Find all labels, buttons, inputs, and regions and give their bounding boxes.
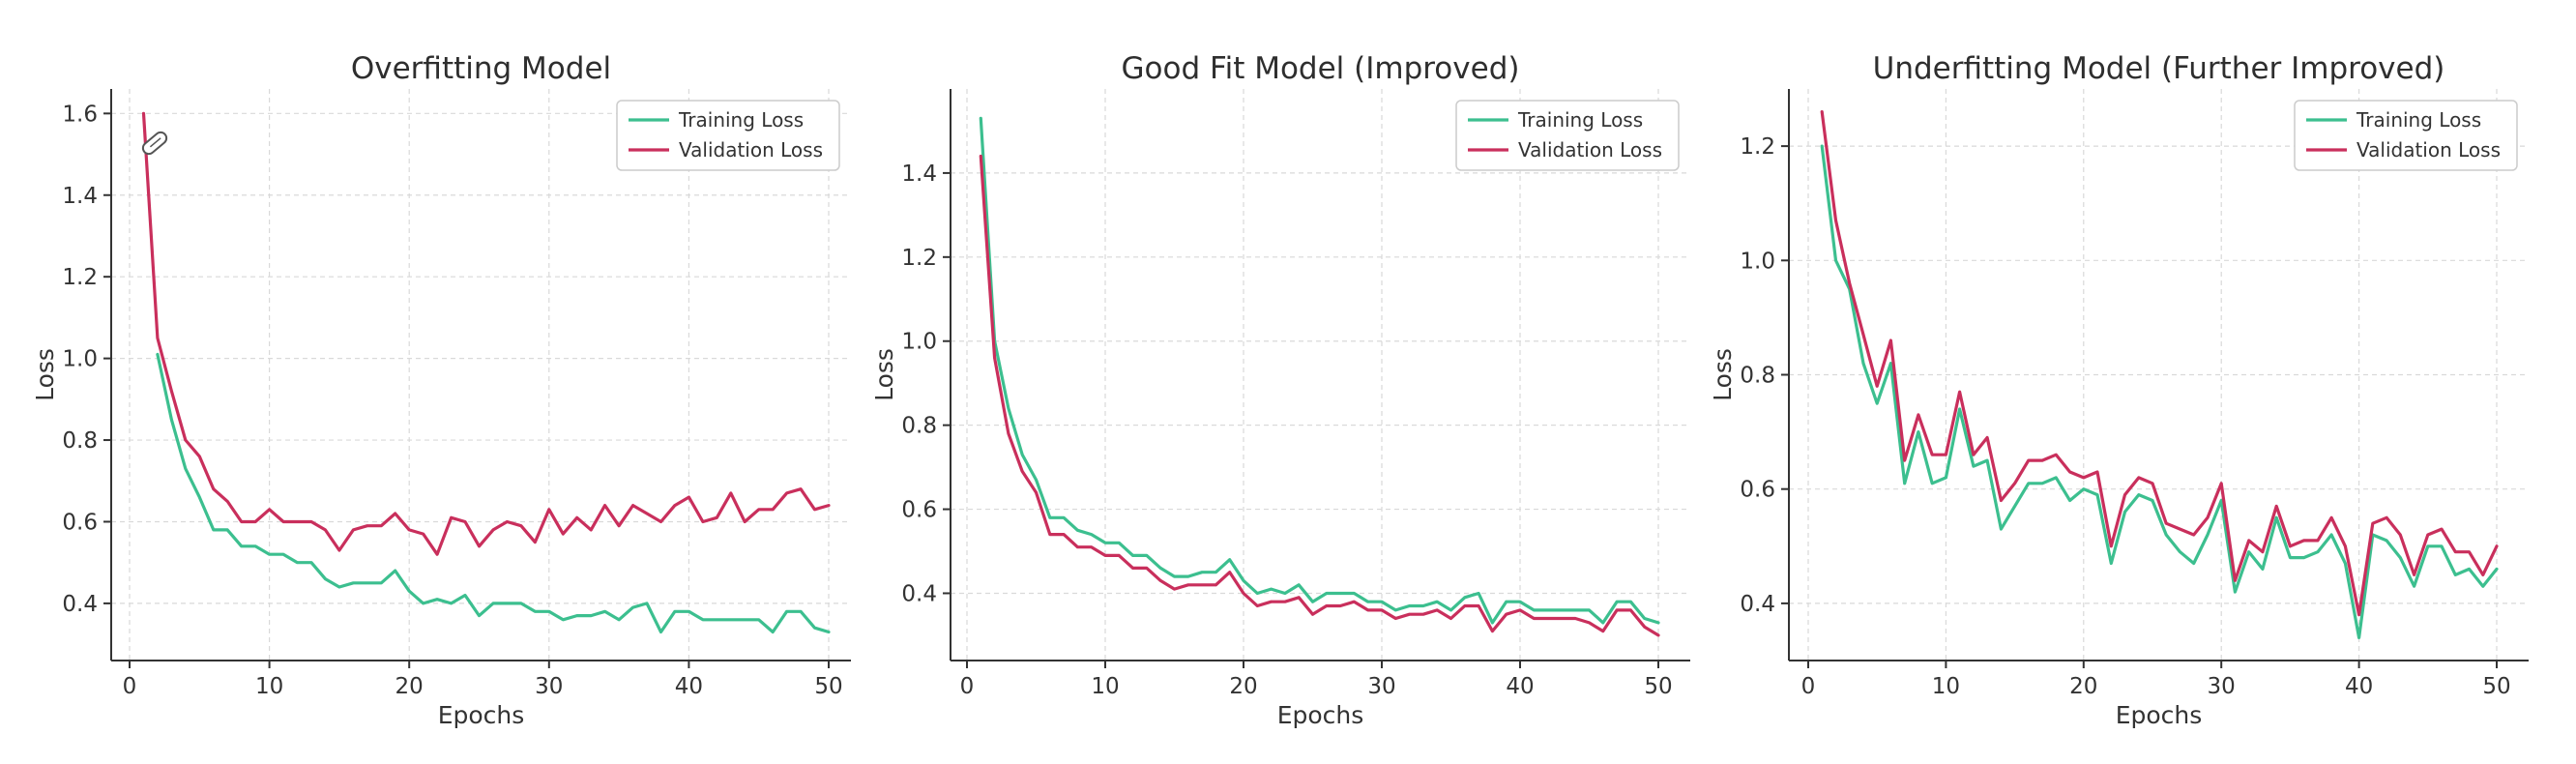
x-tick-label: 10: [1091, 674, 1119, 699]
x-tick-label: 20: [2069, 674, 2097, 699]
chart-title: Underfitting Model (Further Improved): [1873, 51, 2445, 86]
y-tick-label: 1.2: [62, 265, 98, 290]
x-tick-label: 10: [255, 674, 283, 699]
x-tick-label: 30: [535, 674, 563, 699]
legend-label: Training Loss: [1517, 108, 1643, 132]
x-tick-label: 20: [1229, 674, 1257, 699]
y-tick-label: 0.8: [901, 414, 937, 439]
x-axis-label: Epochs: [2116, 701, 2203, 729]
legend-box: [616, 100, 840, 171]
y-tick-label: 1.4: [901, 162, 937, 187]
legend-label: Training Loss: [2356, 108, 2481, 132]
y-tick-label: 1.2: [1740, 134, 1775, 160]
y-axis-label: Loss: [1709, 348, 1737, 401]
legend-label: Validation Loss: [2356, 138, 2501, 162]
y-tick-label: 1.0: [62, 347, 98, 372]
chart-panel-3: 0 10 20 30 40 50 0.4 0.6 0.8 1.0 1.2 Underfitting M…: [1709, 51, 2529, 729]
y-tick-label: 0.4: [62, 592, 98, 617]
x-tick-label: 40: [2345, 674, 2373, 699]
y-tick-label: 1.2: [901, 246, 937, 271]
x-axis-label: Epochs: [1277, 701, 1364, 729]
x-tick-label: 0: [1801, 674, 1816, 699]
y-tick-label: 0.6: [901, 498, 937, 523]
legend: Training Loss Validation Loss: [616, 100, 840, 171]
series-line-validation-loss: [979, 154, 1660, 637]
legend-label: Validation Loss: [679, 138, 823, 162]
y-axis-label: Loss: [870, 348, 898, 401]
legend-label: Validation Loss: [1518, 138, 1662, 162]
x-tick-label: 0: [960, 674, 975, 699]
x-tick-label: 0: [123, 674, 137, 699]
y-tick-label: 1.6: [62, 102, 98, 127]
chart-panel-1: 0 10 20 30 40 50 0.4 0.6 0.8 1.0 1.2 1.4 1.6 Overfitt…: [31, 51, 851, 729]
x-tick-label: 50: [1644, 674, 1672, 699]
x-axis-label: Epochs: [438, 701, 525, 729]
series-line-validation-loss: [1820, 109, 2499, 617]
legend-label: Training Loss: [678, 108, 804, 132]
x-tick-label: 40: [1506, 674, 1534, 699]
x-tick-label: 10: [1932, 674, 1960, 699]
y-tick-label: 0.8: [62, 428, 98, 454]
y-tick-label: 1.0: [1740, 249, 1775, 274]
y-tick-label: 0.8: [1740, 364, 1775, 389]
chart-title: Good Fit Model (Improved): [1122, 51, 1520, 86]
y-tick-label: 1.0: [901, 330, 937, 355]
y-tick-label: 0.4: [1740, 592, 1775, 617]
x-tick-label: 20: [395, 674, 424, 699]
series-line-validation-loss: [141, 111, 831, 556]
x-tick-label: 30: [1367, 674, 1395, 699]
y-tick-label: 0.6: [62, 510, 98, 535]
y-tick-label: 0.4: [901, 581, 937, 606]
y-axis-label: Loss: [31, 348, 59, 401]
x-tick-label: 30: [2208, 674, 2236, 699]
series-line-training-loss: [979, 116, 1660, 625]
chart-title: Overfitting Model: [351, 51, 611, 86]
y-tick-label: 0.6: [1740, 478, 1775, 503]
x-tick-label: 50: [814, 674, 842, 699]
series-line-training-loss: [156, 352, 831, 634]
paperclip-icon: [141, 131, 168, 156]
y-tick-label: 1.4: [62, 184, 98, 209]
x-tick-label: 50: [2482, 674, 2510, 699]
legend-box: [2294, 100, 2518, 171]
legend: Training Loss Validation Loss: [2294, 100, 2518, 171]
series-line-training-loss: [1820, 144, 2499, 640]
legend-box: [1455, 100, 1680, 171]
x-tick-label: 40: [675, 674, 703, 699]
legend: Training Loss Validation Loss: [1455, 100, 1680, 171]
chart-panel-2: 0 10 20 30 40 50 0.4 0.6 0.8 1.0 1.2 1.4 Good Fit Mo…: [870, 51, 1690, 729]
